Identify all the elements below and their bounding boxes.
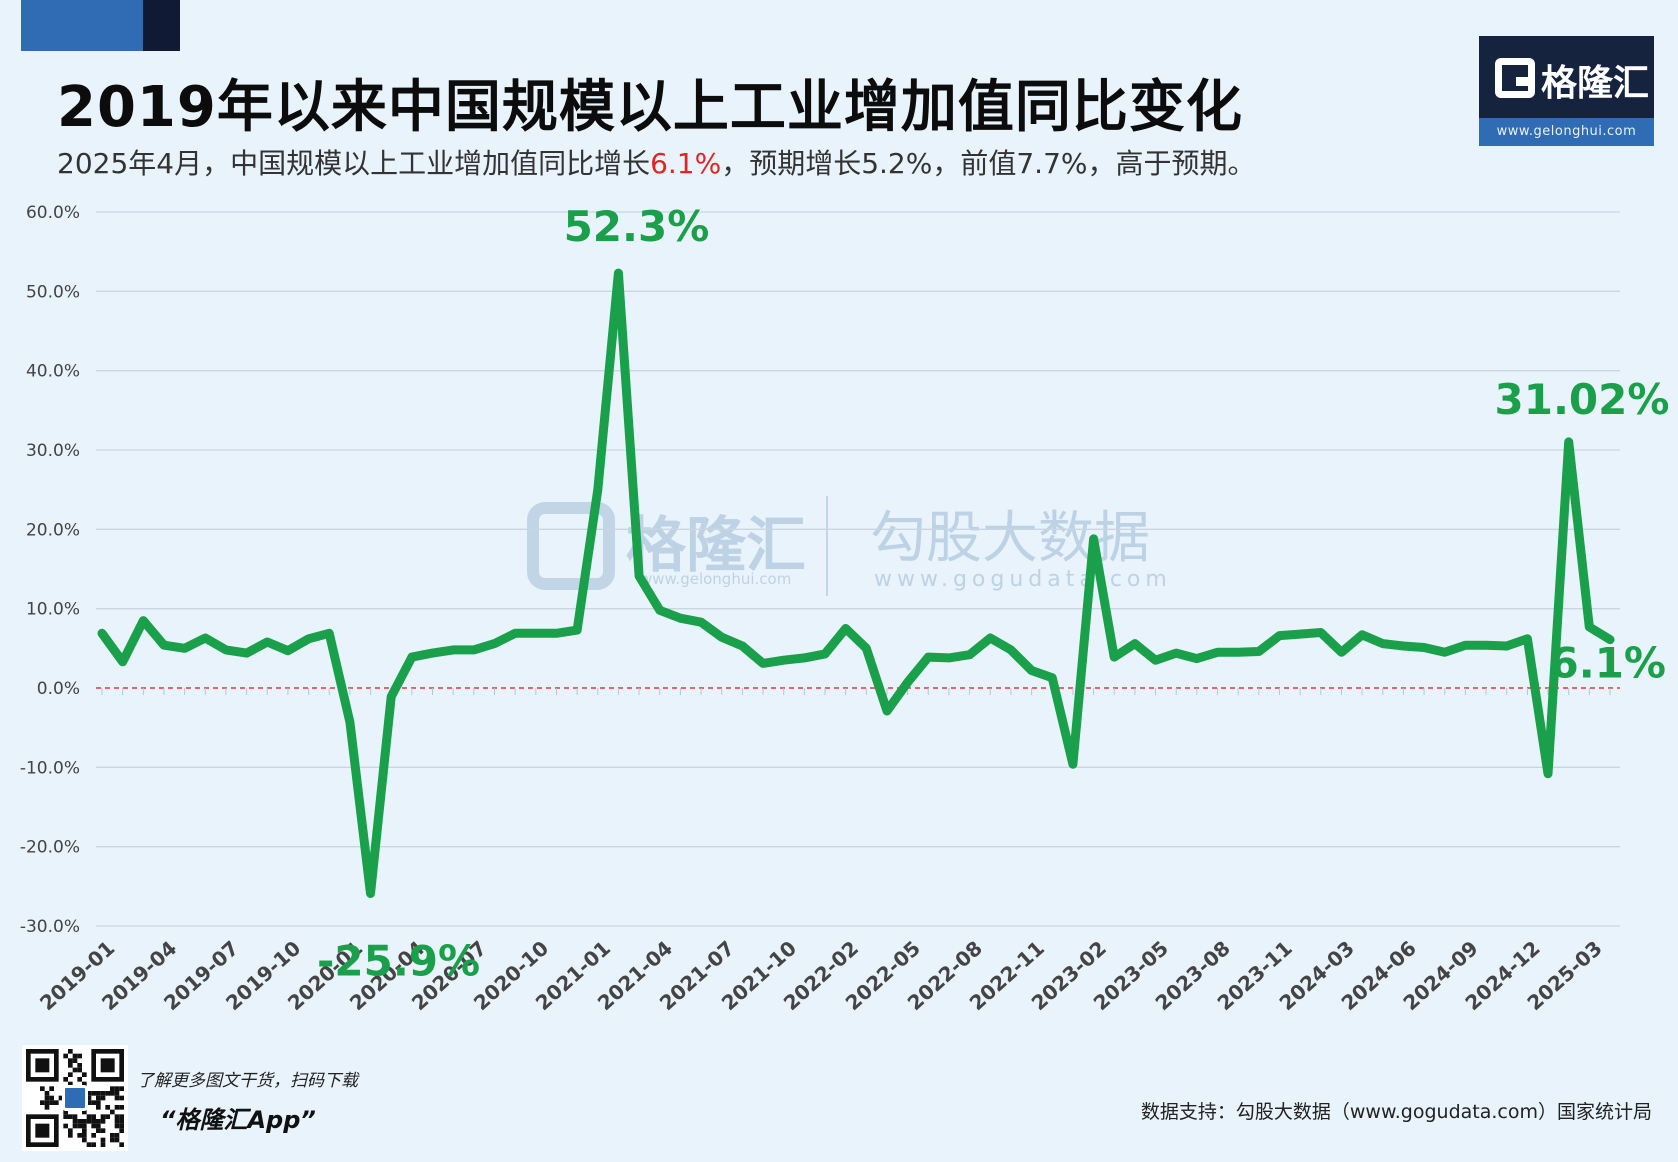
grid-lines <box>96 211 1620 927</box>
qr-logo-icon <box>62 1085 88 1111</box>
subtitle-highlight-value: 6.1% <box>650 147 722 180</box>
watermark: 格隆汇 www.gelonghui.com 勾股大数据 www.gogudata… <box>527 496 1172 596</box>
y-tick-label: 10.0% <box>26 600 80 620</box>
data-label: -25.9% <box>317 936 480 985</box>
y-tick-label: 40.0% <box>26 362 80 382</box>
qr-code-pattern <box>26 1049 124 1147</box>
decorative-bar-dark <box>143 0 180 51</box>
y-tick-label: -20.0% <box>20 838 80 858</box>
promo-text: 了解更多图文干货，扫码下载 <box>137 1071 358 1091</box>
brand-g-icon <box>1495 58 1535 98</box>
y-tick-label: -30.0% <box>20 917 80 937</box>
y-tick-label: 20.0% <box>26 520 80 540</box>
chart-title: 2019年以来中国规模以上工业增加值同比变化 <box>57 75 1243 140</box>
y-axis: 60.0% 50.0% 40.0% 30.0% 20.0% 10.0% 0.0% -10.0%… <box>20 203 80 937</box>
y-tick-label: 50.0% <box>26 282 80 302</box>
data-source: 数据支持：勾股大数据（www.gogudata.com）国家统计局 <box>1140 1101 1652 1123</box>
brand-url: www.gelonghui.com <box>1479 118 1654 146</box>
watermark-logo-icon <box>527 502 615 590</box>
x-axis-minor-ticks <box>101 688 1611 695</box>
brand-name: 格隆汇 <box>1541 63 1650 104</box>
watermark-left-name: 格隆汇 <box>626 511 806 581</box>
subtitle-prefix: 2025年4月，中国规模以上工业增加值同比增长 <box>57 147 651 180</box>
chart-subtitle: 2025年4月，中国规模以上工业增加值同比增长6.1%，预期增长5.2%，前值7… <box>57 142 1256 182</box>
subtitle-suffix: ，预期增长5.2%，前值7.7%，高于预期。 <box>721 147 1256 180</box>
watermark-left-url: www.gelonghui.com <box>640 570 791 588</box>
series-line <box>97 268 1615 898</box>
data-label: 31.02% <box>1495 375 1670 424</box>
y-tick-label: 30.0% <box>26 441 80 461</box>
data-label: 52.3% <box>564 202 710 251</box>
promo-app-name: “格隆汇App” <box>160 1106 316 1134</box>
qr-code[interactable] <box>22 1045 128 1151</box>
y-tick-label: 60.0% <box>26 203 80 223</box>
data-label: 6.1% <box>1550 639 1666 688</box>
watermark-right-name: 勾股大数据 <box>870 506 1150 571</box>
watermark-right-url: www.gogudata.com <box>874 567 1172 592</box>
brand-logo: 格隆汇 www.gelonghui.com <box>1479 36 1654 146</box>
y-tick-label: 0.0% <box>37 679 80 699</box>
data-annotations: 52.3% -25.9% 31.02% 6.1% <box>317 202 1669 985</box>
decorative-bar <box>21 0 143 51</box>
y-tick-label: -10.0% <box>20 758 80 778</box>
x-axis: 2019-012019-042019-072019-102020-012020-… <box>35 936 1607 1015</box>
